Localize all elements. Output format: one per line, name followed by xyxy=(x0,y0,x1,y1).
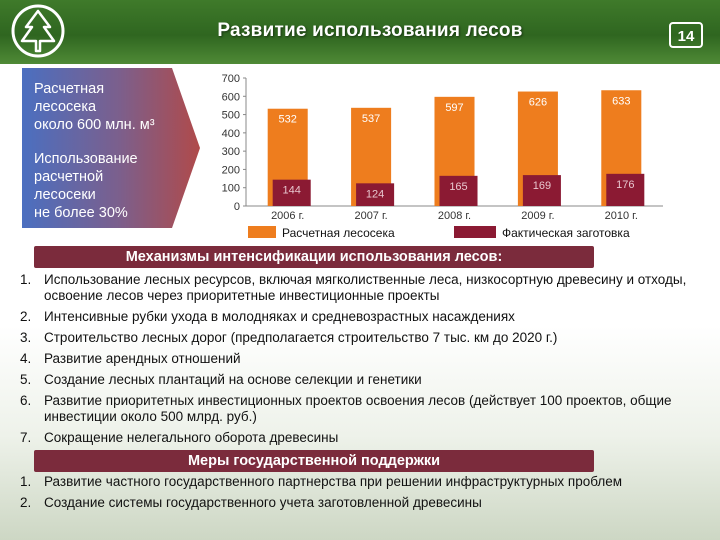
list-item-text: Сокращение нелегального оборота древесин… xyxy=(44,430,339,445)
x-tick-label: 2006 г. xyxy=(271,210,304,222)
list-item: 1. Использование лесных ресурсов, включая… xyxy=(20,272,690,304)
usage-line-4: не более 30% xyxy=(34,205,128,221)
calc-cut-line-3: около 600 млн. м³ xyxy=(34,117,155,133)
list-item: 4. Развитие арендных отношений xyxy=(20,351,690,367)
legend-swatch-actual xyxy=(454,226,496,238)
list-item-text: Строительство лесных дорог (предполагает… xyxy=(44,330,558,345)
list-item-text: Создание лесных плантаций на основе селе… xyxy=(44,372,422,387)
info-arrow-shape xyxy=(22,68,200,228)
list-item-text: Развитие частного государственного партн… xyxy=(44,474,623,489)
list-item-text: Интенсивные рубки ухода в молодняках и с… xyxy=(44,309,515,324)
data-label-calc: 537 xyxy=(362,113,380,125)
y-tick-label: 600 xyxy=(222,91,240,103)
data-label-actual: 144 xyxy=(283,185,301,197)
x-tick-label: 2007 г. xyxy=(354,210,387,222)
x-tick-label: 2009 г. xyxy=(521,210,554,222)
legend-label-actual: Фактическая заготовка xyxy=(502,226,630,240)
x-tick-label: 2010 г. xyxy=(605,210,638,222)
legend-swatch-calc xyxy=(248,226,276,238)
page-number-badge: 14 xyxy=(669,22,703,48)
list-item-number: 4. xyxy=(20,351,32,366)
legend-label-calc: Расчетная лесосека xyxy=(282,226,395,240)
y-tick-label: 200 xyxy=(222,164,240,176)
mechanisms-list: 1. Использование лесных ресурсов, включая… xyxy=(20,272,690,451)
list-item: 1. Развитие частного государственного пар… xyxy=(20,474,690,490)
section-title-mechanisms: Механизмы интенсификации использования л… xyxy=(34,246,594,268)
data-label-actual: 176 xyxy=(616,179,634,191)
list-item: 2. Интенсивные рубки ухода в молодняках и… xyxy=(20,309,690,325)
list-item-number: 3. xyxy=(20,330,32,345)
list-item-number: 5. xyxy=(20,372,32,387)
list-item: 6. Развитие приоритетных инвестиционных п… xyxy=(20,393,690,425)
calc-cut-note: Расчетная лесосека около 600 млн. м³ xyxy=(34,80,155,134)
data-label-actual: 124 xyxy=(366,188,384,200)
data-label-calc: 532 xyxy=(279,114,297,126)
y-tick-label: 700 xyxy=(222,73,240,85)
y-tick-label: 300 xyxy=(222,146,240,158)
forest-logo-icon xyxy=(11,4,65,58)
support-list: 1. Развитие частного государственного пар… xyxy=(20,474,690,516)
bar-actual-harvest xyxy=(522,175,561,206)
y-tick-label: 500 xyxy=(222,110,240,122)
page-title: Развитие использования лесов xyxy=(217,20,523,41)
list-item-number: 1. xyxy=(20,474,32,489)
list-item-text: Создание системы государственного учета … xyxy=(44,495,482,510)
y-tick-label: 100 xyxy=(222,183,240,195)
list-item-text: Использование лесных ресурсов, включая м… xyxy=(44,272,687,303)
list-item-number: 2. xyxy=(20,309,32,324)
usage-line-2: расчетной xyxy=(34,169,104,185)
list-item-number: 6. xyxy=(20,393,32,408)
usage-note: Использование расчетной лесосеки не боле… xyxy=(34,150,138,222)
slide-header: Развитие использования лесов 14 xyxy=(0,0,720,64)
bar-chart: 0 100 200 300 400 500 600 700 532 144 2006 г. 537 12… xyxy=(222,73,663,240)
calc-cut-line-2: лесосека xyxy=(34,99,97,115)
bar-actual-harvest xyxy=(272,179,311,206)
data-label-calc: 633 xyxy=(612,95,630,107)
section-title-support: Меры государственной поддержки xyxy=(34,450,594,472)
list-item-number: 7. xyxy=(20,430,32,445)
y-tick-label: 400 xyxy=(222,128,240,140)
data-label-actual: 165 xyxy=(449,181,467,193)
list-item-number: 1. xyxy=(20,272,32,287)
y-tick-label: 0 xyxy=(234,201,240,213)
usage-line-1: Использование xyxy=(34,151,138,167)
list-item-number: 2. xyxy=(20,495,32,510)
list-item: 2. Создание системы государственного учет… xyxy=(20,495,690,511)
list-item-text: Развитие арендных отношений xyxy=(44,351,241,366)
list-item: 5. Создание лесных плантаций на основе се… xyxy=(20,372,690,388)
bar-actual-harvest xyxy=(356,183,395,206)
usage-line-3: лесосеки xyxy=(34,187,96,203)
calc-cut-line-1: Расчетная xyxy=(34,81,105,97)
list-item-text: Развитие приоритетных инвестиционных про… xyxy=(44,393,672,424)
list-item: 7. Сокращение нелегального оборота древес… xyxy=(20,430,690,446)
bar-actual-harvest xyxy=(606,173,645,206)
bar-actual-harvest xyxy=(439,175,478,206)
x-tick-label: 2008 г. xyxy=(438,210,471,222)
data-label-actual: 169 xyxy=(533,180,551,192)
data-label-calc: 626 xyxy=(529,97,547,109)
list-item: 3. Строительство лесных дорог (предполага… xyxy=(20,330,690,346)
data-label-calc: 597 xyxy=(445,102,463,114)
